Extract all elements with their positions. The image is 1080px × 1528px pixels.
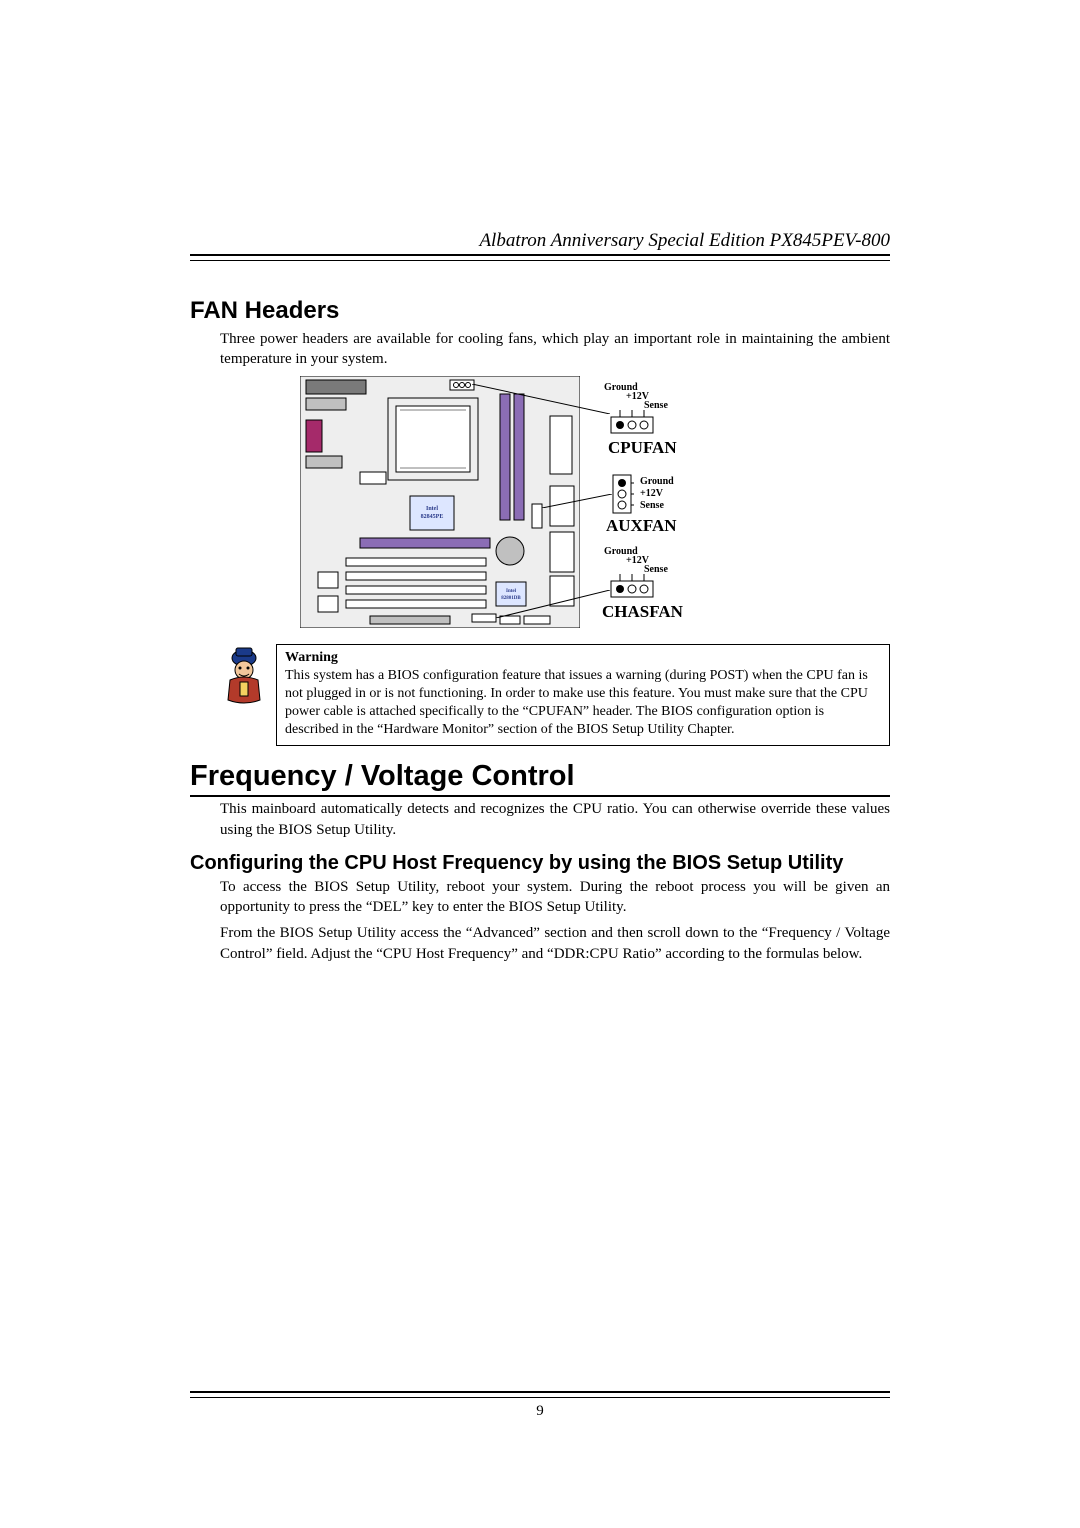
chasfan-leader-line bbox=[496, 590, 610, 618]
configuring-subheading: Configuring the CPU Host Frequency by us… bbox=[190, 852, 890, 875]
page-number: 9 bbox=[0, 1403, 1080, 1420]
auxfan-label: AUXFAN bbox=[606, 516, 677, 536]
cpufan-leader-line bbox=[472, 384, 610, 414]
auxfan-pinout-icon bbox=[612, 474, 634, 514]
auxfan-pin-ground: Ground bbox=[640, 476, 674, 487]
warning-title: Warning bbox=[285, 649, 881, 667]
auxfan-leader-line bbox=[542, 494, 612, 508]
chasfan-label: CHASFAN bbox=[602, 602, 683, 622]
chasfan-pin-sense: Sense bbox=[644, 564, 668, 575]
warning-character-icon bbox=[220, 644, 268, 704]
cpufan-pin-sense: Sense bbox=[644, 400, 668, 411]
document-header: Albatron Anniversary Special Edition PX8… bbox=[190, 230, 890, 252]
header-divider bbox=[190, 254, 890, 261]
warning-box: Warning This system has a BIOS configura… bbox=[276, 644, 890, 747]
auxfan-pin-sense: Sense bbox=[640, 500, 664, 511]
cpufan-label: CPUFAN bbox=[608, 438, 677, 458]
fan-headers-heading: FAN Headers bbox=[190, 297, 890, 325]
cpufan-pinout-icon bbox=[610, 410, 654, 434]
frequency-intro: This mainboard automatically detects and… bbox=[220, 799, 890, 840]
footer-divider bbox=[190, 1391, 890, 1398]
auxfan-pin-12v: +12V bbox=[640, 488, 663, 499]
svg-text:82845PE: 82845PE bbox=[421, 514, 444, 520]
fan-headers-intro: Three power headers are available for co… bbox=[220, 329, 890, 370]
chasfan-pinout-icon bbox=[610, 574, 654, 598]
freq-para1: To access the BIOS Setup Utility, reboot… bbox=[220, 877, 890, 918]
svg-text:Intel: Intel bbox=[426, 506, 438, 512]
motherboard-diagram: Intel 82845PE Intel 82801DB bbox=[300, 376, 790, 636]
warning-text: This system has a BIOS configuration fea… bbox=[285, 667, 881, 740]
frequency-voltage-heading: Frequency / Voltage Control bbox=[190, 760, 890, 797]
freq-para2: From the BIOS Setup Utility access the “… bbox=[220, 923, 890, 964]
